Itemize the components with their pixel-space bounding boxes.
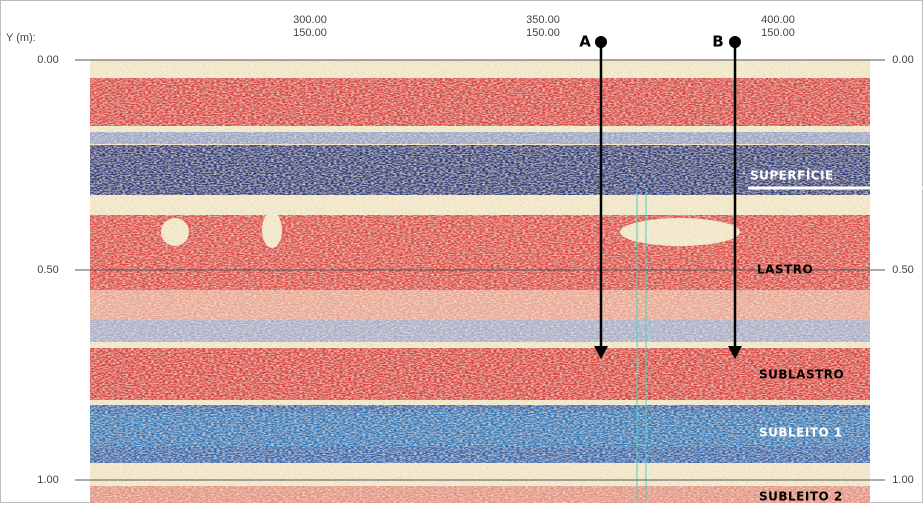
radargram-figure: Y (m): 0.00 0.50 1.00 0.00 0.50 1.00 300… (0, 0, 923, 503)
top-label: 300.00 (293, 14, 327, 26)
right-tick: 0.50 (892, 264, 913, 276)
right-tick: 1.00 (892, 474, 913, 486)
layer-label: SUBLASTRO (759, 368, 844, 382)
left-tick: 1.00 (37, 474, 58, 486)
marker-label: B (712, 33, 723, 51)
top-label: 400.00 (761, 14, 795, 26)
left-tick: 0.50 (37, 264, 58, 276)
marker-label: A (579, 33, 591, 51)
top-label: 150.00 (293, 27, 327, 39)
radargram-image (90, 60, 870, 503)
top-label: 350.00 (526, 14, 560, 26)
layer-label: SUPERFÍCIE (750, 168, 834, 183)
layer-label: LASTRO (757, 263, 813, 277)
left-tick: 0.00 (37, 54, 58, 66)
top-label: 150.00 (761, 27, 795, 39)
layer-label: SUBLEITO 1 (759, 426, 843, 440)
right-tick: 0.00 (892, 54, 913, 66)
top-label: 150.00 (526, 27, 560, 39)
layer-label: SUBLEITO 2 (759, 490, 843, 504)
axis-label: Y (m): (6, 32, 36, 44)
